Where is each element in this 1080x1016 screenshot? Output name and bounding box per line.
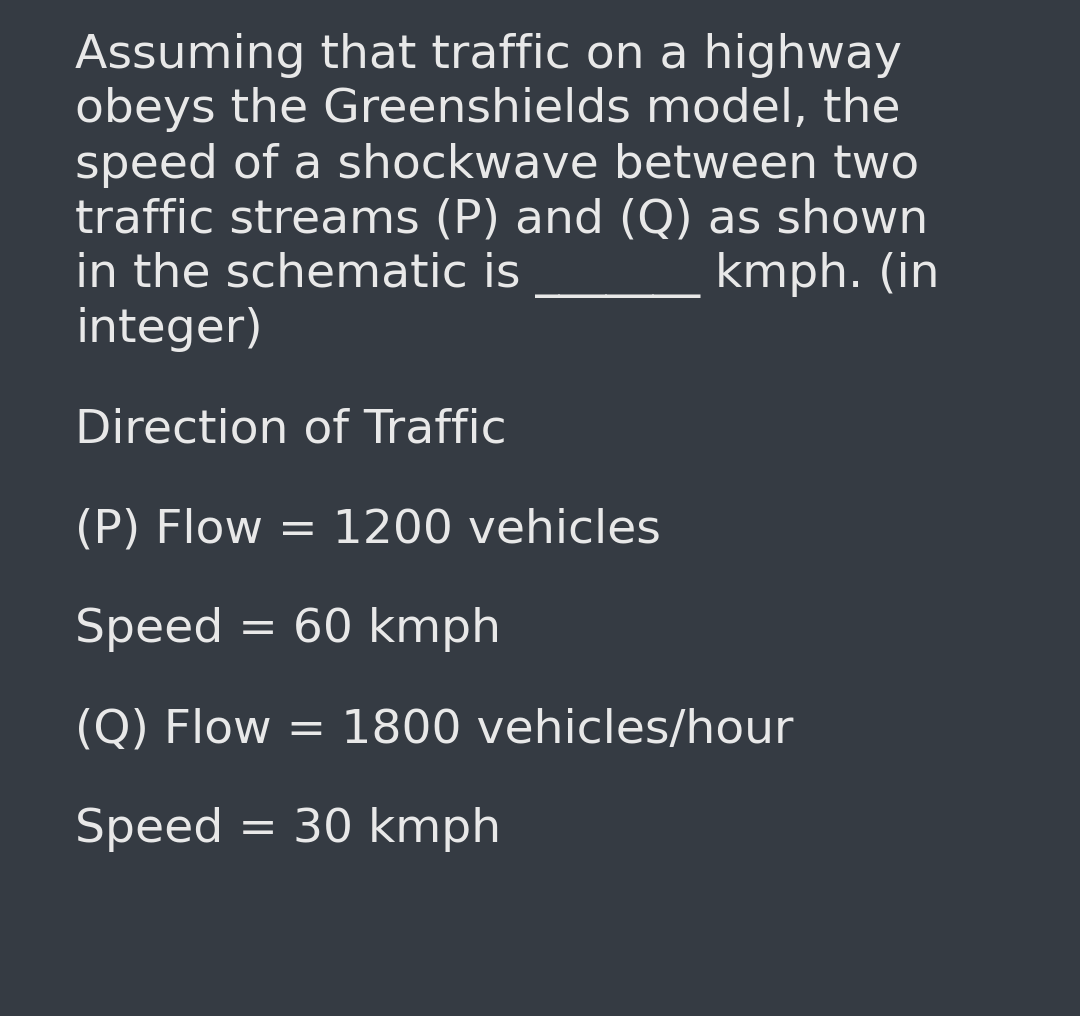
Text: integer): integer) [75,308,262,353]
Text: speed of a shockwave between two: speed of a shockwave between two [75,142,919,188]
Text: (Q) Flow = 1800 vehicles/hour: (Q) Flow = 1800 vehicles/hour [75,707,794,753]
Text: Speed = 30 kmph: Speed = 30 kmph [75,808,501,852]
Text: in the schematic is _______ kmph. (in: in the schematic is _______ kmph. (in [75,252,940,298]
Text: Direction of Traffic: Direction of Traffic [75,407,507,452]
Text: (P) Flow = 1200 vehicles: (P) Flow = 1200 vehicles [75,508,661,553]
Text: traffic streams (P) and (Q) as shown: traffic streams (P) and (Q) as shown [75,197,928,243]
Text: Assuming that traffic on a highway: Assuming that traffic on a highway [75,33,902,77]
Text: Speed = 60 kmph: Speed = 60 kmph [75,608,501,652]
Text: obeys the Greenshields model, the: obeys the Greenshields model, the [75,87,901,132]
